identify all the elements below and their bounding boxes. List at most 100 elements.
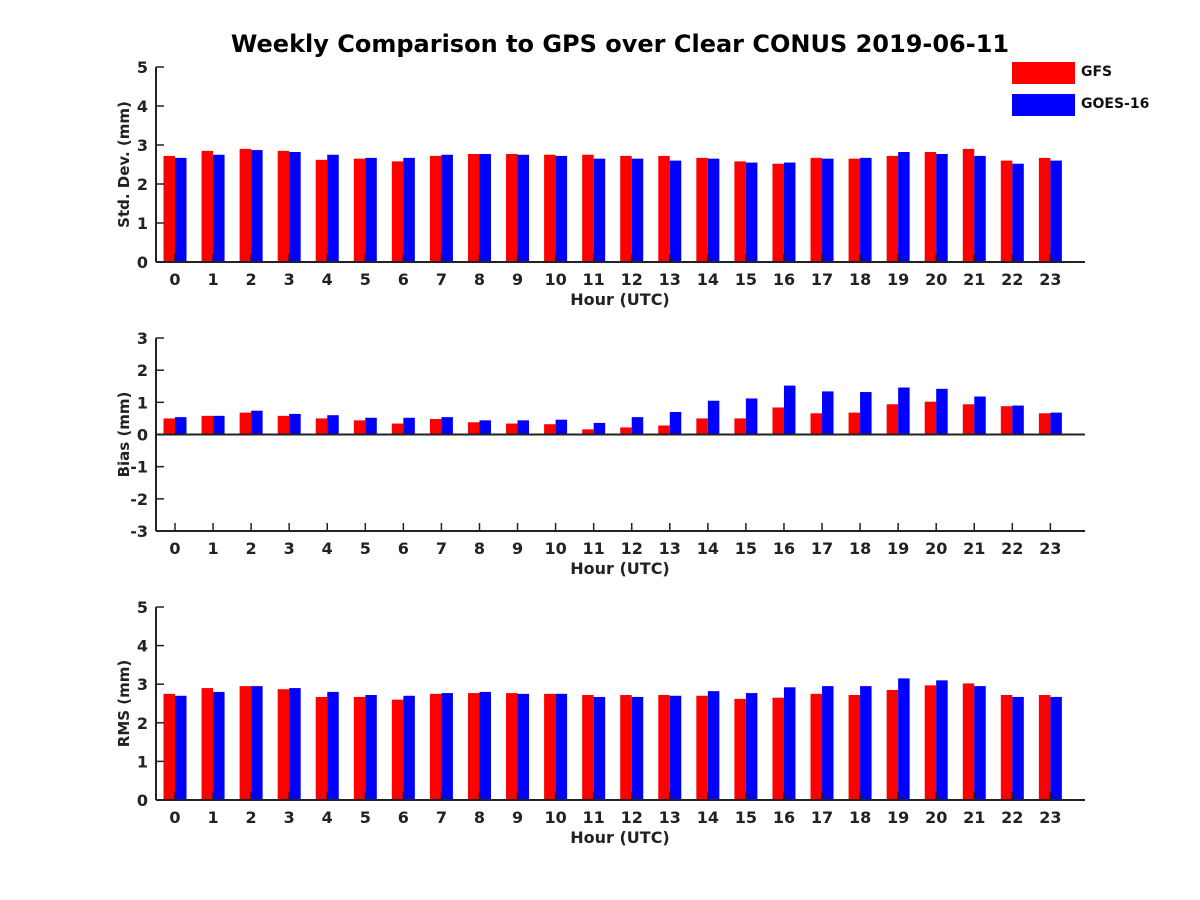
bar-bias-gfs-6 bbox=[391, 423, 404, 435]
x-tick-label-stddev-8: 8 bbox=[474, 270, 485, 289]
bar-stddev-gfs-8 bbox=[467, 153, 480, 262]
y-tick-label-rms-2: 2 bbox=[137, 714, 148, 733]
bar-stddev-goes16-11 bbox=[593, 158, 606, 262]
bar-bias-goes16-14 bbox=[707, 400, 720, 435]
bar-rms-goes16-23 bbox=[1050, 696, 1062, 800]
bar-rms-gfs-18 bbox=[848, 695, 861, 800]
bar-rms-gfs-20 bbox=[924, 685, 937, 800]
bar-rms-goes16-15 bbox=[745, 693, 758, 800]
bar-bias-goes16-21 bbox=[974, 396, 986, 435]
bar-stddev-gfs-18 bbox=[848, 158, 861, 262]
bar-rms-gfs-3 bbox=[277, 689, 290, 800]
bar-bias-goes16-3 bbox=[289, 413, 301, 435]
bar-rms-gfs-16 bbox=[772, 697, 784, 800]
y-axis-label-rms: RMS (mm) bbox=[115, 660, 133, 747]
x-tick-label-rms-6: 6 bbox=[398, 808, 409, 827]
bar-bias-gfs-17 bbox=[810, 413, 823, 435]
x-tick-label-bias-18: 18 bbox=[849, 539, 871, 558]
x-tick-label-bias-4: 4 bbox=[322, 539, 333, 558]
bar-bias-goes16-7 bbox=[441, 417, 453, 435]
bar-bias-goes16-2 bbox=[251, 410, 263, 435]
bar-bias-gfs-18 bbox=[848, 412, 861, 435]
x-tick-label-stddev-18: 18 bbox=[849, 270, 871, 289]
bar-bias-gfs-14 bbox=[696, 418, 708, 435]
bar-bias-goes16-8 bbox=[479, 420, 491, 435]
x-tick-label-bias-2: 2 bbox=[246, 539, 257, 558]
y-tick-label-stddev-1: 1 bbox=[137, 214, 148, 233]
x-tick-label-stddev-4: 4 bbox=[322, 270, 333, 289]
bar-rms-goes16-14 bbox=[707, 691, 720, 800]
bar-bias-goes16-12 bbox=[631, 417, 644, 435]
bar-bias-goes16-18 bbox=[860, 392, 872, 435]
legend-item-goes16: GOES-16 bbox=[1012, 94, 1162, 116]
legend-label-goes16: GOES-16 bbox=[1081, 96, 1150, 112]
bar-stddev-goes16-3 bbox=[289, 152, 301, 262]
bar-rms-gfs-5 bbox=[353, 696, 366, 800]
x-tick-label-bias-21: 21 bbox=[963, 539, 985, 558]
bar-stddev-gfs-9 bbox=[506, 153, 518, 262]
x-tick-label-stddev-16: 16 bbox=[773, 270, 795, 289]
bar-bias-gfs-23 bbox=[1038, 413, 1051, 435]
bar-stddev-goes16-8 bbox=[479, 153, 491, 262]
bar-stddev-gfs-15 bbox=[734, 161, 746, 262]
x-tick-label-rms-1: 1 bbox=[207, 808, 218, 827]
bar-stddev-gfs-11 bbox=[582, 154, 594, 262]
bar-stddev-gfs-13 bbox=[658, 155, 670, 262]
bar-bias-gfs-4 bbox=[315, 418, 328, 435]
legend-label-gfs: GFS bbox=[1081, 64, 1113, 80]
x-tick-label-rms-11: 11 bbox=[583, 808, 605, 827]
y-tick-label-rms-0: 0 bbox=[137, 791, 148, 810]
bar-rms-gfs-17 bbox=[810, 693, 823, 800]
x-tick-label-bias-11: 11 bbox=[583, 539, 605, 558]
x-tick-label-bias-0: 0 bbox=[169, 539, 180, 558]
bar-rms-goes16-2 bbox=[251, 686, 263, 800]
bar-stddev-goes16-0 bbox=[175, 157, 187, 262]
bar-rms-goes16-5 bbox=[365, 695, 377, 800]
bar-bias-gfs-13 bbox=[658, 425, 670, 435]
bar-stddev-gfs-23 bbox=[1038, 157, 1051, 262]
x-tick-label-stddev-0: 0 bbox=[169, 270, 180, 289]
x-tick-label-bias-17: 17 bbox=[811, 539, 833, 558]
bar-bias-gfs-11 bbox=[582, 429, 594, 435]
bar-bias-goes16-1 bbox=[213, 415, 225, 435]
x-tick-label-bias-10: 10 bbox=[544, 539, 566, 558]
x-tick-label-bias-3: 3 bbox=[284, 539, 295, 558]
x-tick-label-bias-12: 12 bbox=[621, 539, 643, 558]
bar-rms-goes16-10 bbox=[555, 693, 568, 800]
x-tick-label-stddev-20: 20 bbox=[925, 270, 947, 289]
x-tick-label-stddev-13: 13 bbox=[659, 270, 681, 289]
x-tick-label-stddev-21: 21 bbox=[963, 270, 985, 289]
bar-bias-goes16-19 bbox=[898, 387, 910, 435]
bar-stddev-goes16-4 bbox=[327, 154, 339, 262]
bar-stddev-goes16-7 bbox=[441, 154, 453, 262]
y-tick-label-rms-3: 3 bbox=[137, 675, 148, 694]
bar-stddev-gfs-22 bbox=[1000, 160, 1013, 262]
x-tick-label-rms-21: 21 bbox=[963, 808, 985, 827]
x-tick-label-stddev-1: 1 bbox=[207, 270, 218, 289]
bar-stddev-goes16-23 bbox=[1050, 160, 1062, 262]
bar-bias-goes16-16 bbox=[783, 385, 796, 435]
bar-bias-gfs-8 bbox=[467, 422, 480, 435]
bar-rms-gfs-15 bbox=[734, 698, 746, 800]
bar-rms-gfs-19 bbox=[886, 689, 899, 800]
y-tick-label-stddev-2: 2 bbox=[137, 175, 148, 194]
bar-stddev-gfs-12 bbox=[620, 155, 632, 262]
bar-bias-goes16-22 bbox=[1012, 405, 1024, 435]
bar-rms-goes16-17 bbox=[822, 686, 834, 800]
bar-rms-goes16-21 bbox=[974, 686, 986, 800]
bar-rms-goes16-3 bbox=[289, 688, 301, 800]
bar-stddev-goes16-17 bbox=[822, 158, 834, 262]
bar-stddev-goes16-14 bbox=[707, 158, 720, 262]
bar-stddev-gfs-14 bbox=[696, 157, 708, 262]
bar-bias-gfs-10 bbox=[544, 424, 556, 435]
x-tick-label-bias-14: 14 bbox=[697, 539, 719, 558]
bar-bias-goes16-13 bbox=[669, 411, 682, 435]
x-tick-label-stddev-9: 9 bbox=[512, 270, 523, 289]
bar-bias-goes16-23 bbox=[1050, 412, 1062, 435]
bar-stddev-goes16-13 bbox=[669, 160, 682, 262]
bar-bias-gfs-20 bbox=[924, 401, 937, 435]
bar-rms-gfs-22 bbox=[1000, 695, 1013, 800]
bar-bias-gfs-5 bbox=[353, 420, 366, 435]
